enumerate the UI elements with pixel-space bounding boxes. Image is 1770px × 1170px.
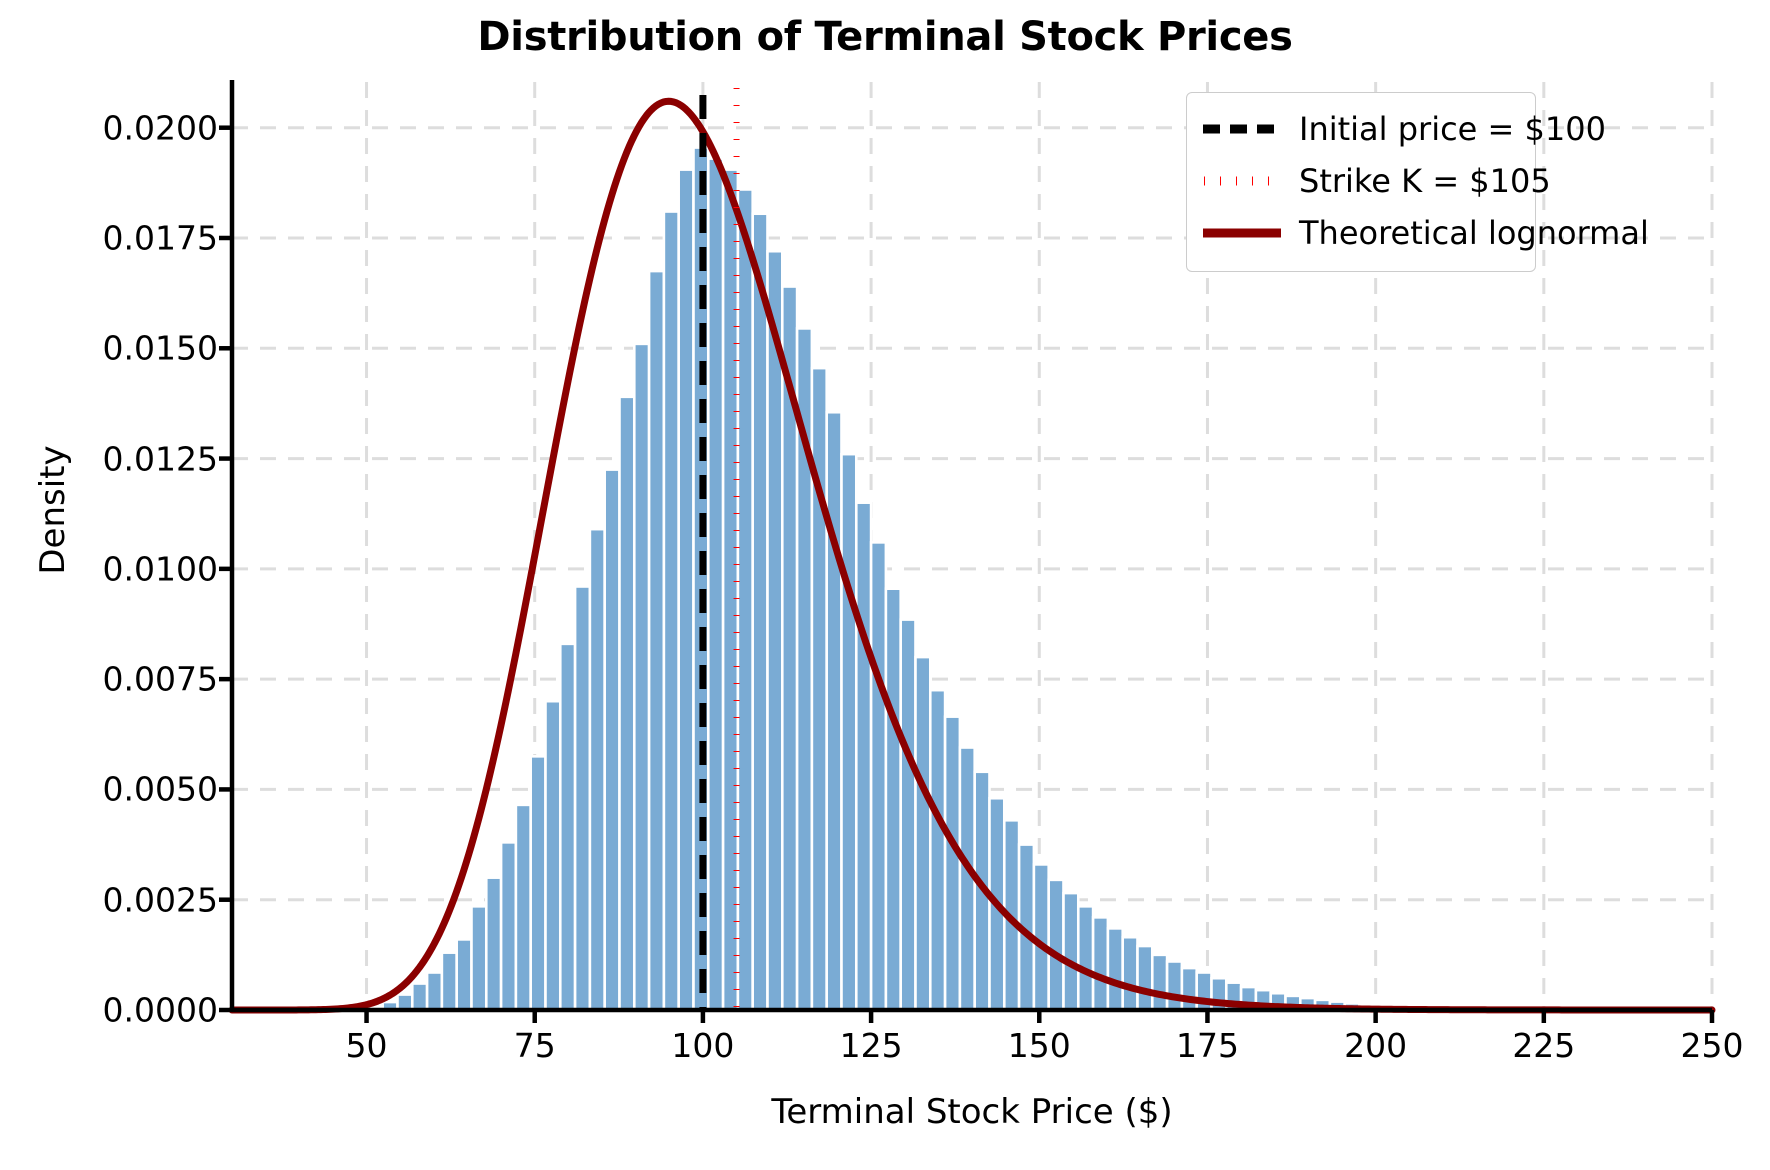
histogram-bars: [381, 146, 1420, 1012]
histogram-bar: [410, 982, 429, 1012]
histogram-bar: [455, 938, 473, 1012]
chart-title: Distribution of Terminal Stock Prices: [477, 14, 1293, 60]
x-tick-label: 200: [1344, 1026, 1408, 1065]
histogram-bar: [573, 585, 592, 1012]
y-tick-label: 0.0000: [102, 990, 218, 1030]
histogram-bar: [840, 452, 858, 1012]
legend-item-strike: Strike K = $105: [1201, 155, 1551, 207]
histogram-bar: [529, 755, 547, 1012]
legend-label-lognormal: Theoretical lognormal: [1299, 214, 1649, 252]
histogram-bar: [1062, 891, 1080, 1012]
y-tick-label: 0.0200: [102, 108, 218, 148]
histogram-bar: [692, 146, 710, 1012]
histogram-bar: [440, 951, 458, 1012]
y-axis-label: Density: [33, 445, 73, 575]
histogram-bar: [854, 501, 873, 1012]
histogram-bar: [603, 468, 621, 1012]
y-tick-label: 0.0075: [102, 659, 218, 699]
histogram-bar: [1047, 878, 1065, 1012]
histogram-bar: [928, 688, 947, 1012]
histogram-bar: [484, 876, 503, 1012]
x-tick-label: 250: [1680, 1026, 1744, 1065]
histogram-bar: [1121, 935, 1139, 1012]
histogram-bar: [470, 905, 488, 1012]
y-tick-label: 0.0050: [102, 769, 218, 809]
histogram-bar: [544, 699, 562, 1012]
histogram-bar: [647, 269, 666, 1012]
dotted-line-icon: [1201, 168, 1283, 194]
histogram-bar: [425, 971, 444, 1012]
chart-legend: Initial price = $100 Strike K = $105 The…: [1186, 92, 1649, 272]
histogram-bar: [1180, 966, 1198, 1012]
x-tick-label: 100: [671, 1026, 735, 1065]
legend-label-strike: Strike K = $105: [1299, 162, 1551, 200]
histogram-bar: [618, 395, 636, 1012]
histogram-bar: [721, 168, 740, 1012]
x-tick-label: 75: [513, 1026, 556, 1065]
x-tick-label: 150: [1007, 1026, 1071, 1065]
histogram-bar: [1150, 953, 1169, 1012]
y-tick-label: 0.0150: [102, 328, 218, 368]
histogram-bar: [943, 715, 962, 1012]
histogram-bar: [884, 587, 902, 1012]
histogram-bar: [1091, 916, 1110, 1012]
histogram-bar: [914, 655, 932, 1012]
histogram-bar: [1136, 944, 1154, 1012]
histogram-bar: [825, 410, 843, 1012]
legend-item-initial-price: Initial price = $100: [1201, 103, 1606, 155]
x-tick-label: 50: [345, 1026, 388, 1065]
histogram-bar: [869, 541, 888, 1012]
axes: [219, 80, 1715, 1023]
legend-label-initial-price: Initial price = $100: [1299, 110, 1606, 148]
histogram-bar: [1165, 960, 1184, 1012]
histogram-bar: [677, 168, 695, 1012]
x-tick-label: 125: [839, 1026, 903, 1065]
histogram-bar: [736, 188, 754, 1012]
dashed-line-icon: [1201, 116, 1283, 142]
histogram-bar: [1076, 905, 1095, 1012]
x-axis-label: Terminal Stock Price ($): [771, 1092, 1173, 1132]
histogram-bar: [396, 993, 414, 1012]
histogram-bar: [766, 249, 784, 1012]
y-tick-label: 0.0125: [102, 439, 218, 479]
x-tick-label: 225: [1512, 1026, 1576, 1065]
solid-line-icon: [1201, 220, 1283, 246]
histogram-bar: [706, 157, 725, 1012]
histogram-bar: [662, 210, 680, 1012]
y-tick-label: 0.0025: [102, 880, 218, 920]
x-tick-label: 175: [1175, 1026, 1239, 1065]
histogram-bar: [558, 642, 577, 1012]
y-tick-label: 0.0175: [102, 218, 218, 258]
histogram-bar: [632, 342, 651, 1012]
histogram-bar: [514, 803, 532, 1012]
histogram-bar: [751, 212, 769, 1012]
y-tick-label: 0.0100: [102, 549, 218, 589]
histogram-bar: [1106, 927, 1124, 1012]
histogram-bar: [499, 841, 518, 1012]
histogram-bar: [588, 527, 606, 1012]
legend-item-lognormal: Theoretical lognormal: [1201, 207, 1649, 259]
histogram-bar: [899, 618, 917, 1012]
